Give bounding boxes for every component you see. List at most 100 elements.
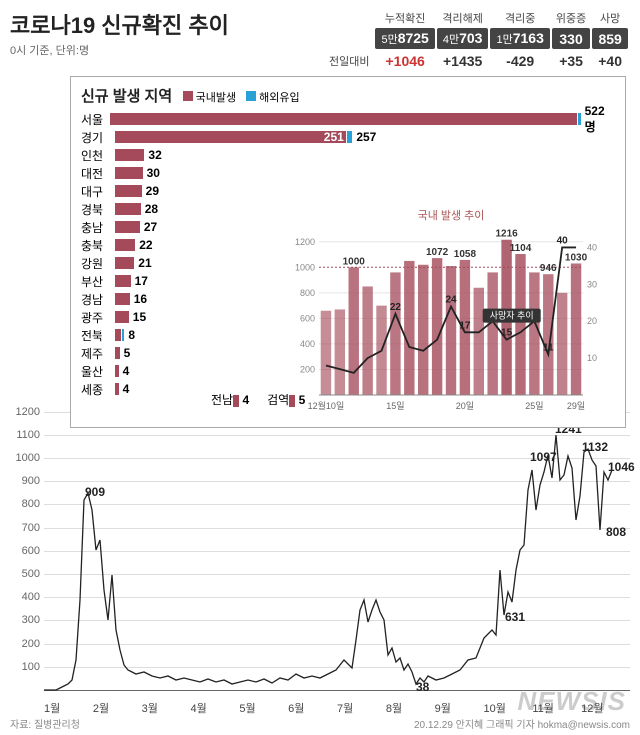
region-bar-domestic xyxy=(115,149,144,161)
x-tick-label: 9월 xyxy=(435,700,451,716)
svg-text:1000: 1000 xyxy=(343,256,366,267)
footer-credit: 20.12.29 안지혜 그래픽 기자 hokma@newsis.com xyxy=(414,716,630,731)
chart-annotation: 1132 xyxy=(582,440,608,454)
stat-value: 4만703 xyxy=(437,28,489,49)
region-name: 부산 xyxy=(81,273,115,290)
svg-text:10: 10 xyxy=(587,353,597,363)
stat-header: 격리중 xyxy=(490,10,549,26)
svg-text:24: 24 xyxy=(445,294,457,305)
stat-value: 330 xyxy=(552,28,590,49)
stat-delta: +1435 xyxy=(437,51,489,71)
footer: 자료: 질병관리청 20.12.29 안지혜 그래픽 기자 hokma@news… xyxy=(10,716,630,731)
svg-text:1058: 1058 xyxy=(454,249,477,260)
svg-text:30: 30 xyxy=(587,279,597,289)
inset-panel: 신규 발생 지역 국내발생해외유입 서울522명경기251257인천32대전30… xyxy=(70,76,626,428)
x-tick-label: 1월 xyxy=(44,700,60,716)
region-bar-overseas xyxy=(578,113,581,125)
svg-text:29일: 29일 xyxy=(567,401,585,411)
region-bar-domestic xyxy=(115,221,140,233)
svg-text:1030: 1030 xyxy=(565,252,588,263)
svg-text:40: 40 xyxy=(557,235,569,246)
main-chart: 100200300400500600700800900100011001200 … xyxy=(10,400,630,700)
region-bar-domestic xyxy=(115,185,142,197)
svg-text:400: 400 xyxy=(300,339,315,349)
region-bar-domestic xyxy=(115,329,121,341)
svg-text:17: 17 xyxy=(459,320,471,331)
region-bar-domestic xyxy=(110,113,577,125)
region-bar-domestic xyxy=(115,311,129,323)
x-tick-label: 4월 xyxy=(191,700,207,716)
stat-delta: +40 xyxy=(592,51,628,71)
region-bar-domestic xyxy=(115,167,143,179)
chart-annotation: 1046 xyxy=(608,460,635,474)
region-bar-domestic xyxy=(115,131,346,143)
svg-text:11: 11 xyxy=(543,342,554,353)
stat-delta: -429 xyxy=(490,51,549,71)
region-name: 경남 xyxy=(81,291,115,308)
inset-chart-title: 국내 발생 추이 xyxy=(291,207,611,223)
stat-header: 사망 xyxy=(592,10,628,26)
region-name: 제주 xyxy=(81,345,115,362)
inset-trend-chart: 국내 발생 추이 2004006008001000120010203040100… xyxy=(291,207,611,412)
region-total: 28 xyxy=(145,202,158,216)
inset-legend: 국내발생해외유입 xyxy=(183,89,300,105)
x-tick-label: 5월 xyxy=(239,700,255,716)
region-bar-domestic xyxy=(115,275,131,287)
region-row: 서울522명 xyxy=(81,110,615,128)
region-name: 경기 xyxy=(81,129,115,146)
region-name: 서울 xyxy=(81,111,110,128)
chart-annotation: 38 xyxy=(416,680,429,694)
x-tick-label: 6월 xyxy=(288,700,304,716)
main-title: 코로나19 신규확진 추이 xyxy=(10,8,229,40)
region-bar-domestic xyxy=(115,257,134,269)
main-chart-svg xyxy=(10,400,630,700)
svg-text:25일: 25일 xyxy=(525,401,543,411)
region-row: 경기251257 xyxy=(81,128,615,146)
header-row: 코로나19 신규확진 추이 0시 기준, 단위:명 누적확진격리해제격리중위중증… xyxy=(10,8,630,73)
stat-header: 격리해제 xyxy=(437,10,489,26)
svg-text:200: 200 xyxy=(300,364,315,374)
inset-chart-svg: 2004006008001000120010203040100010721058… xyxy=(291,223,611,413)
region-total: 30 xyxy=(147,166,160,180)
region-name: 충북 xyxy=(81,237,115,254)
region-bar-domestic xyxy=(115,365,119,377)
region-bar-domestic xyxy=(115,203,141,215)
region-bar-domestic xyxy=(115,293,130,305)
svg-text:12월10일: 12월10일 xyxy=(308,400,345,411)
svg-text:15일: 15일 xyxy=(386,401,404,411)
region-bar-domestic xyxy=(115,239,135,251)
stats-table: 누적확진격리해제격리중위중증사망 5만87254만7031만7163330859… xyxy=(373,8,630,73)
footer-source: 자료: 질병관리청 xyxy=(10,716,80,731)
region-domestic-value: 7 xyxy=(99,328,106,342)
svg-text:사망자 추이: 사망자 추이 xyxy=(490,311,534,321)
region-bar-domestic xyxy=(115,383,119,395)
region-name: 울산 xyxy=(81,363,115,380)
x-tick-label: 12월 xyxy=(581,700,603,716)
region-name: 대구 xyxy=(81,183,115,200)
region-total: 8 xyxy=(128,328,135,342)
region-name: 광주 xyxy=(81,309,115,326)
region-total: 32 xyxy=(148,148,161,162)
stat-value: 859 xyxy=(592,28,628,49)
x-tick-label: 11월 xyxy=(532,700,554,716)
svg-text:1200: 1200 xyxy=(295,237,315,247)
region-total: 21 xyxy=(138,256,151,270)
svg-text:20: 20 xyxy=(587,316,597,326)
region-bar-domestic xyxy=(115,347,120,359)
svg-text:40: 40 xyxy=(587,242,597,252)
svg-text:20일: 20일 xyxy=(456,401,474,411)
chart-annotation: 1097 xyxy=(530,450,557,464)
region-bar-overseas xyxy=(347,131,353,143)
legend-item: 국내발생 xyxy=(183,89,236,105)
svg-text:946: 946 xyxy=(540,263,557,274)
region-name: 충남 xyxy=(81,219,115,236)
region-total: 257 xyxy=(356,130,376,144)
chart-annotation: 808 xyxy=(606,525,626,539)
region-bar-overseas xyxy=(122,329,124,341)
stat-value: 5만8725 xyxy=(375,28,434,49)
infographic-root: 코로나19 신규확진 추이 0시 기준, 단위:명 누적확진격리해제격리중위중증… xyxy=(0,0,640,735)
region-total: 4 xyxy=(123,382,130,396)
region-name: 인천 xyxy=(81,147,115,164)
region-name: 세종 xyxy=(81,381,115,398)
region-row: 인천 32 xyxy=(81,146,615,164)
